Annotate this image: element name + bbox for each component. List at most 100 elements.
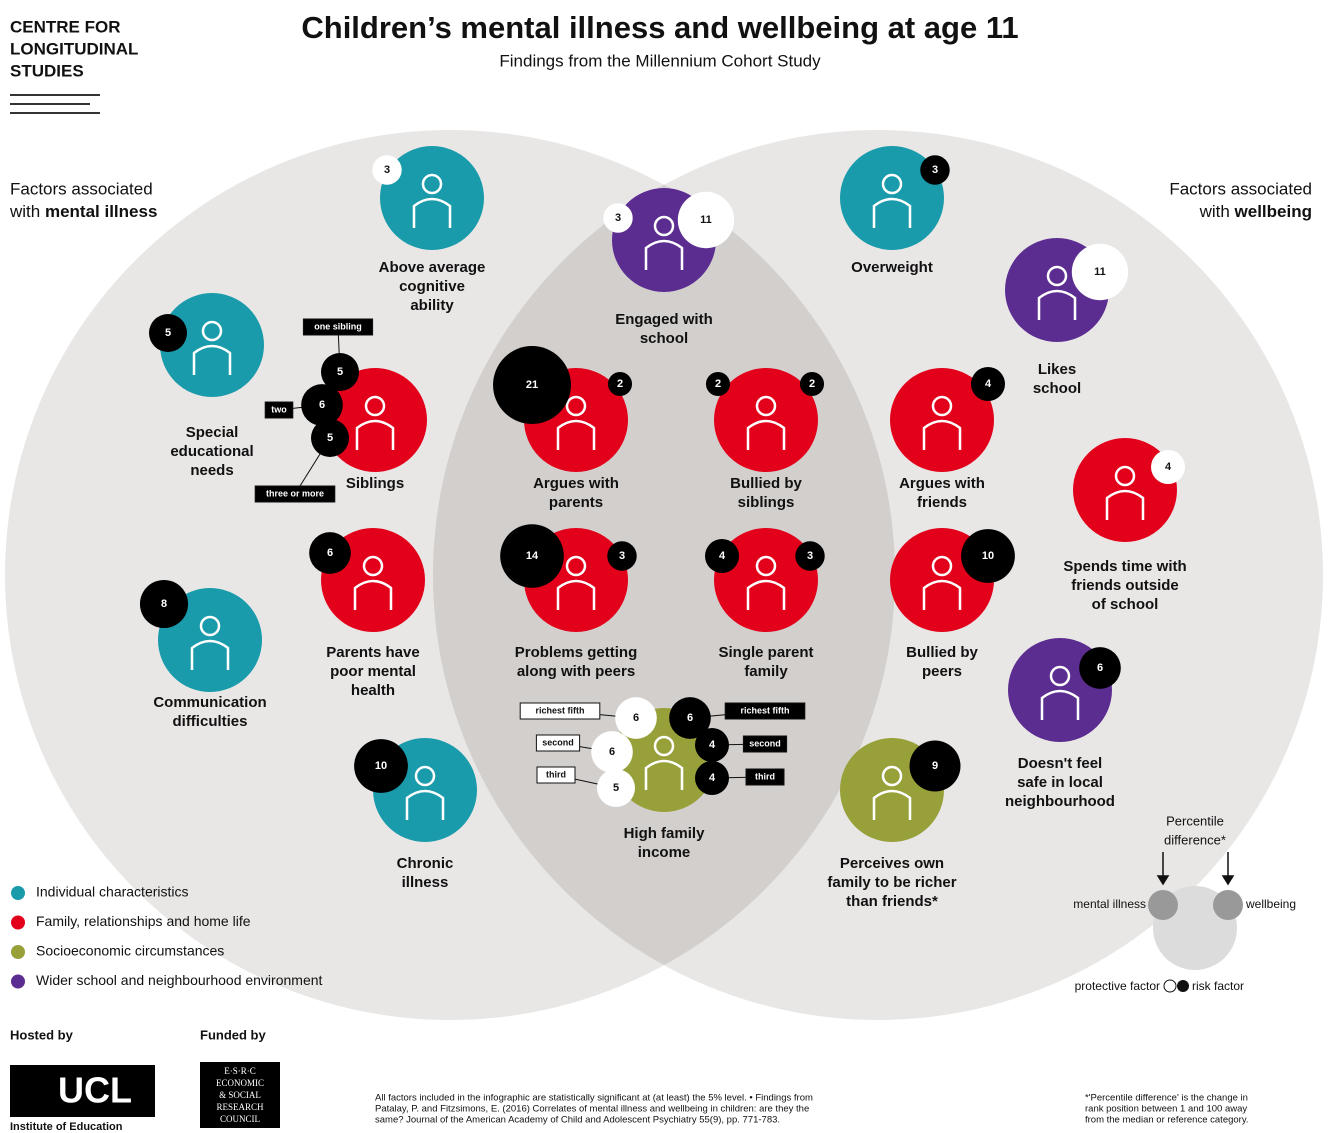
bubble-value: 4 (1165, 461, 1172, 473)
bubble-value: 6 (327, 547, 333, 559)
funded-by: Funded by (200, 1027, 266, 1042)
factors: Above average cognitive ability 3 Engaged wi… (139, 146, 1187, 910)
factor-label: peers (922, 663, 962, 680)
factor-label: ability (410, 297, 454, 314)
ucl-text: UCL (58, 1070, 132, 1111)
icon-head (755, 395, 777, 417)
key-risk (1177, 980, 1189, 992)
esrc-line: E·S·R·C (224, 1066, 256, 1076)
risk-bubble (500, 524, 564, 588)
icon-body (556, 579, 596, 610)
bubble-value: 3 (619, 550, 625, 562)
bubble-value: 2 (715, 378, 721, 390)
hosted-by: Hosted by (10, 1027, 74, 1042)
bubble-value: 3 (615, 212, 621, 224)
legend-label: Wider school and neighbourhood environme… (36, 972, 323, 988)
level-tag (302, 318, 374, 336)
bubble-value: 5 (327, 432, 333, 444)
risk-bubble (301, 384, 343, 426)
factor-label: Argues with (899, 475, 985, 492)
icon-head (1046, 265, 1068, 287)
side-heading-part: with (9, 202, 45, 221)
factor-label: than friends* (846, 893, 938, 910)
icon-head (364, 395, 386, 417)
bubble-value: 2 (617, 378, 623, 390)
org-name: CENTRE FOR (10, 17, 121, 36)
icon-head (881, 765, 903, 787)
factor-label: Special (186, 424, 239, 441)
key-label: protective factor (1075, 979, 1160, 993)
protective-bubble (677, 191, 735, 249)
factor-label: school (1033, 380, 1081, 397)
level-tag (536, 766, 576, 784)
bubble-value: 2 (809, 378, 815, 390)
icon-head (421, 173, 443, 195)
protective-bubble (596, 768, 636, 808)
icon-head (199, 615, 221, 637)
icon-head (1049, 665, 1071, 687)
bubble-value: 11 (1094, 266, 1106, 278)
subtitle: Findings from the Millennium Cohort Stud… (499, 51, 821, 70)
factor-label: Spends time with (1063, 558, 1186, 575)
bubble-value: 3 (932, 164, 938, 176)
protective-bubble (372, 155, 402, 185)
legend-dot (11, 974, 25, 989)
key-label: wellbeing (1245, 897, 1296, 911)
factor-label: income (638, 844, 691, 861)
icon-head (362, 555, 384, 577)
risk-bubble (669, 697, 711, 739)
bubble-value: 6 (609, 746, 615, 758)
factor-label: needs (190, 462, 233, 479)
legend-label: Socioeconomic circumstances (36, 943, 224, 959)
risk-bubble (309, 532, 351, 574)
factor-label: difficulties (172, 713, 247, 730)
protective-bubble (603, 203, 633, 233)
factor-label: Problems getting (515, 644, 638, 661)
factor-label: educational (170, 443, 253, 460)
level-label: third (755, 771, 775, 781)
icon-body (190, 639, 230, 670)
icon-body (353, 579, 393, 610)
side-heading: Factors associated (10, 179, 153, 198)
risk-bubble (310, 418, 350, 458)
org-name: STUDIES (10, 61, 84, 80)
icon-head (653, 215, 675, 237)
legend-label: Family, relationships and home life (36, 913, 251, 929)
org-name: LONGITUDINAL (10, 39, 138, 58)
icon-head (931, 395, 953, 417)
factor-label: Parents have (326, 644, 419, 661)
footnote-line: *'Percentile difference' is the change i… (1085, 1093, 1248, 1104)
note-line: same? Journal of the American Academy of… (375, 1115, 780, 1126)
factor-label: Above average (379, 259, 486, 276)
factor-label: Siblings (346, 475, 404, 492)
level-tag (254, 485, 336, 503)
factor-label: Single parent (718, 644, 813, 661)
risk-bubble (607, 371, 633, 397)
bubble-value: 11 (700, 214, 712, 226)
risk-bubble (705, 371, 731, 397)
risk-bubble (695, 728, 729, 762)
risk-bubble (961, 529, 1015, 583)
icon-body (556, 419, 596, 450)
ucl-sub: Institute of Education (10, 1121, 123, 1133)
factor-label: Overweight (851, 259, 933, 276)
esrc-logo (200, 1062, 280, 1128)
ucl-logo (10, 1065, 155, 1117)
icon-body (746, 419, 786, 450)
risk-bubble (920, 155, 950, 185)
level-label: richest fifth (740, 705, 789, 715)
icon-head (881, 173, 903, 195)
icon-body (922, 419, 962, 450)
legend-dot (11, 915, 25, 930)
icon-head (931, 555, 953, 577)
esrc-line: COUNCIL (220, 1114, 260, 1124)
key-bubble (1213, 890, 1243, 920)
factor-label: parents (549, 494, 603, 511)
note: All factors included in the infographic … (375, 1093, 813, 1126)
risk-bubble (148, 313, 188, 353)
factor-label: health (351, 682, 395, 699)
bubble-value: 4 (985, 378, 992, 390)
risk-bubble (493, 346, 571, 424)
key-label: mental illness (1073, 897, 1146, 911)
